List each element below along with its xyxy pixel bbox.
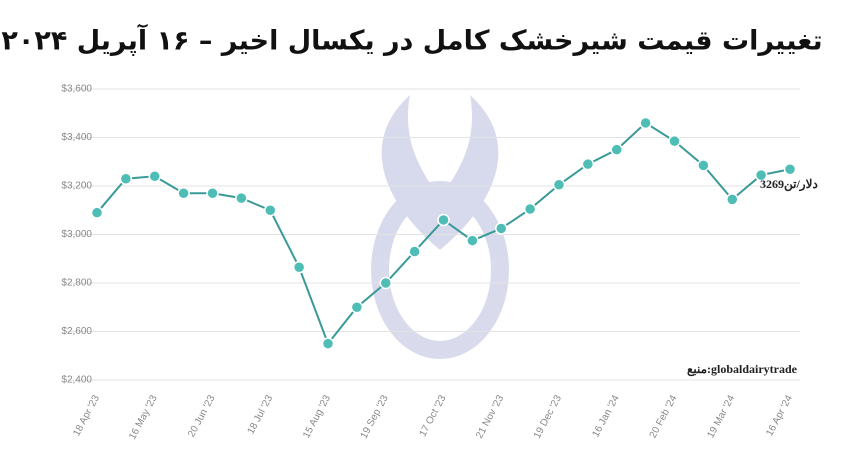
data-point — [235, 191, 248, 205]
value-label: 3269دلار/تن — [760, 177, 818, 192]
x-tick-label: 16 May '23 — [127, 393, 160, 441]
x-tick-label: 15 Aug '23 — [301, 393, 333, 440]
x-tick-label: 20 Feb '24 — [648, 393, 680, 440]
data-point — [581, 157, 595, 171]
y-tick-label: $2,600 — [61, 326, 92, 337]
y-tick-label: $3,000 — [61, 229, 92, 240]
data-point — [495, 222, 508, 235]
data-point — [119, 172, 133, 185]
watermark — [371, 95, 509, 359]
data-point — [726, 193, 739, 206]
data-point — [148, 170, 161, 183]
data-point — [292, 260, 306, 274]
data-point — [437, 213, 450, 227]
x-tick-label: 18 Jul '23 — [246, 393, 276, 436]
data-point — [523, 202, 537, 216]
data-point — [350, 301, 364, 314]
data-point — [754, 168, 768, 182]
data-point — [379, 276, 392, 290]
data-point — [206, 187, 219, 200]
y-tick-label: $3,600 — [61, 84, 92, 95]
x-tick-label: 20 Jun '23 — [186, 393, 217, 439]
data-point — [552, 178, 566, 192]
y-tick-label: $2,800 — [61, 278, 92, 289]
y-tick-label: $3,200 — [61, 181, 92, 192]
data-point — [264, 204, 277, 217]
data-point — [668, 134, 681, 148]
data-point — [321, 337, 335, 350]
data-point — [697, 159, 710, 172]
y-tick-label: $3,400 — [61, 132, 92, 143]
x-tick-label: 16 Jan '24 — [590, 393, 621, 439]
data-point — [639, 116, 652, 130]
data-point — [783, 163, 797, 176]
x-tick-label: 21 Nov '23 — [474, 393, 506, 440]
chart-title: تغییرات قیمت شیرخشک کامل در یکسال اخیر –… — [1, 24, 822, 57]
data-point — [177, 187, 190, 200]
y-tick-label: $2,400 — [61, 375, 92, 386]
x-tick-label: 16 Apr '24 — [764, 393, 795, 438]
data-point — [466, 234, 479, 247]
source-note: منبع:globaldairytrade — [687, 362, 798, 377]
x-tick-label: 18 Apr '23 — [71, 393, 102, 438]
x-tick-label: 19 Sep '23 — [359, 393, 391, 440]
x-tick-label: 19 Mar '24 — [705, 393, 737, 440]
data-point — [610, 143, 623, 156]
x-tick-label: 17 Oct '23 — [418, 393, 449, 439]
data-point — [90, 206, 104, 219]
x-tick-label: 19 Dec '23 — [532, 393, 564, 440]
data-point — [408, 245, 421, 258]
